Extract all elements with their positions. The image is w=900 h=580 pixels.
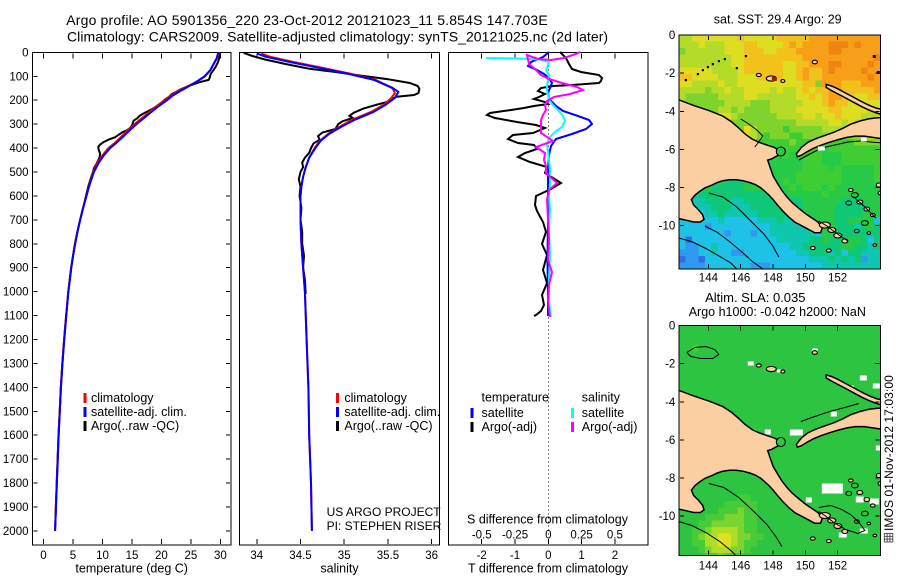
- svg-text:Altim. SLA: 0.035: Altim. SLA: 0.035: [705, 290, 805, 305]
- svg-text:148: 148: [763, 561, 782, 573]
- svg-text:-2: -2: [665, 359, 675, 371]
- svg-text:-2: -2: [665, 68, 675, 80]
- svg-text:400: 400: [9, 143, 28, 155]
- svg-text:0: 0: [545, 530, 551, 542]
- svg-text:1900: 1900: [3, 502, 29, 514]
- svg-text:satellite: satellite: [582, 406, 624, 420]
- svg-text:200: 200: [9, 95, 28, 107]
- svg-text:146: 146: [731, 273, 750, 285]
- svg-text:PI: STEPHEN RISER: PI: STEPHEN RISER: [327, 519, 442, 533]
- svg-text:Argo h1000: -0.042 h2000: NaN: Argo h1000: -0.042 h2000: NaN: [689, 305, 866, 319]
- svg-text:700: 700: [9, 215, 28, 227]
- svg-text:300: 300: [9, 119, 28, 131]
- svg-text:30: 30: [214, 550, 227, 562]
- svg-text:500: 500: [9, 167, 28, 179]
- svg-text:600: 600: [9, 191, 28, 203]
- svg-text:-4: -4: [665, 397, 676, 409]
- svg-text:150: 150: [796, 561, 815, 573]
- svg-text:-0.5: -0.5: [472, 530, 492, 542]
- svg-text:20: 20: [155, 550, 168, 562]
- svg-text:1: 1: [578, 550, 584, 562]
- svg-text:satellite: satellite: [482, 406, 524, 420]
- svg-text:sat. SST: 29.4 Argo: 29: sat. SST: 29.4 Argo: 29: [714, 13, 842, 27]
- svg-text:36: 36: [425, 550, 438, 562]
- svg-text:climatology: climatology: [344, 391, 407, 405]
- svg-text:144: 144: [699, 561, 719, 573]
- svg-text:150: 150: [796, 273, 815, 285]
- svg-text:0: 0: [40, 550, 46, 562]
- svg-text:-0.25: -0.25: [502, 530, 528, 542]
- svg-text:1800: 1800: [3, 478, 29, 490]
- svg-text:-10: -10: [659, 221, 676, 233]
- svg-text:T difference from climatology: T difference from climatology: [468, 562, 629, 576]
- svg-text:1400: 1400: [3, 382, 29, 394]
- svg-text:-1: -1: [510, 550, 520, 562]
- svg-text:34.5: 34.5: [289, 550, 311, 562]
- svg-text:0.5: 0.5: [607, 530, 623, 542]
- svg-text:1600: 1600: [3, 430, 29, 442]
- svg-text:10: 10: [96, 550, 109, 562]
- svg-text:146: 146: [731, 561, 750, 573]
- svg-text:1100: 1100: [4, 311, 29, 323]
- svg-text:5: 5: [70, 550, 76, 562]
- svg-text:Argo(-adj): Argo(-adj): [482, 420, 538, 434]
- svg-text:temperature (deg C): temperature (deg C): [75, 562, 188, 576]
- svg-text:1200: 1200: [3, 335, 29, 347]
- svg-text:salinity: salinity: [582, 391, 621, 405]
- svg-text:Argo(-adj): Argo(-adj): [582, 420, 638, 434]
- svg-text:0: 0: [545, 550, 551, 562]
- svg-text:0.25: 0.25: [570, 530, 592, 542]
- svg-text:Argo(..raw -QC): Argo(..raw -QC): [91, 419, 179, 433]
- svg-text:35.5: 35.5: [377, 550, 399, 562]
- svg-text:salinity: salinity: [320, 562, 359, 576]
- svg-text:Argo profile: AO 5901356_220 2: Argo profile: AO 5901356_220 23-Oct-2012…: [66, 12, 548, 28]
- svg-text:-6: -6: [665, 144, 675, 156]
- svg-text:S difference from climatology: S difference from climatology: [467, 513, 629, 527]
- svg-text:-4: -4: [665, 106, 676, 118]
- svg-text:152: 152: [828, 561, 847, 573]
- svg-text:0: 0: [669, 321, 675, 333]
- svg-text:0: 0: [22, 47, 28, 59]
- svg-text:satellite-adj. clim.: satellite-adj. clim.: [91, 405, 187, 419]
- svg-text:144: 144: [699, 273, 719, 285]
- svg-text:US ARGO PROJECT: US ARGO PROJECT: [327, 505, 442, 519]
- svg-text:2: 2: [612, 550, 618, 562]
- svg-text:34: 34: [250, 550, 263, 562]
- svg-text:IMOS 01-Nov-2012 17:03:00: IMOS 01-Nov-2012 17:03:00: [882, 375, 896, 531]
- svg-text:Argo(..raw -QC): Argo(..raw -QC): [344, 419, 432, 433]
- svg-text:temperature: temperature: [482, 391, 549, 405]
- svg-text:35: 35: [338, 550, 351, 562]
- svg-text:15: 15: [126, 550, 139, 562]
- svg-text:0: 0: [669, 30, 675, 42]
- svg-text:2000: 2000: [3, 526, 29, 538]
- svg-text:-2: -2: [477, 550, 487, 562]
- svg-text:100: 100: [9, 71, 28, 83]
- svg-text:152: 152: [828, 273, 847, 285]
- svg-text:1500: 1500: [3, 406, 29, 418]
- svg-text:1300: 1300: [3, 358, 29, 370]
- svg-text:25: 25: [185, 550, 198, 562]
- svg-text:-8: -8: [665, 473, 675, 485]
- svg-text:satellite-adj. clim.: satellite-adj. clim.: [344, 405, 440, 419]
- svg-text:900: 900: [9, 263, 28, 275]
- svg-text:-6: -6: [665, 435, 675, 447]
- svg-text:Climatology: CARS2009. Satelli: Climatology: CARS2009. Satellite-adjuste…: [67, 28, 608, 44]
- svg-text:148: 148: [763, 273, 782, 285]
- svg-text:-8: -8: [665, 183, 675, 195]
- svg-text:1000: 1000: [3, 287, 29, 299]
- svg-text:-10: -10: [659, 511, 676, 523]
- svg-text:climatology: climatology: [91, 391, 154, 405]
- svg-text:800: 800: [9, 239, 28, 251]
- svg-text:1700: 1700: [3, 454, 29, 466]
